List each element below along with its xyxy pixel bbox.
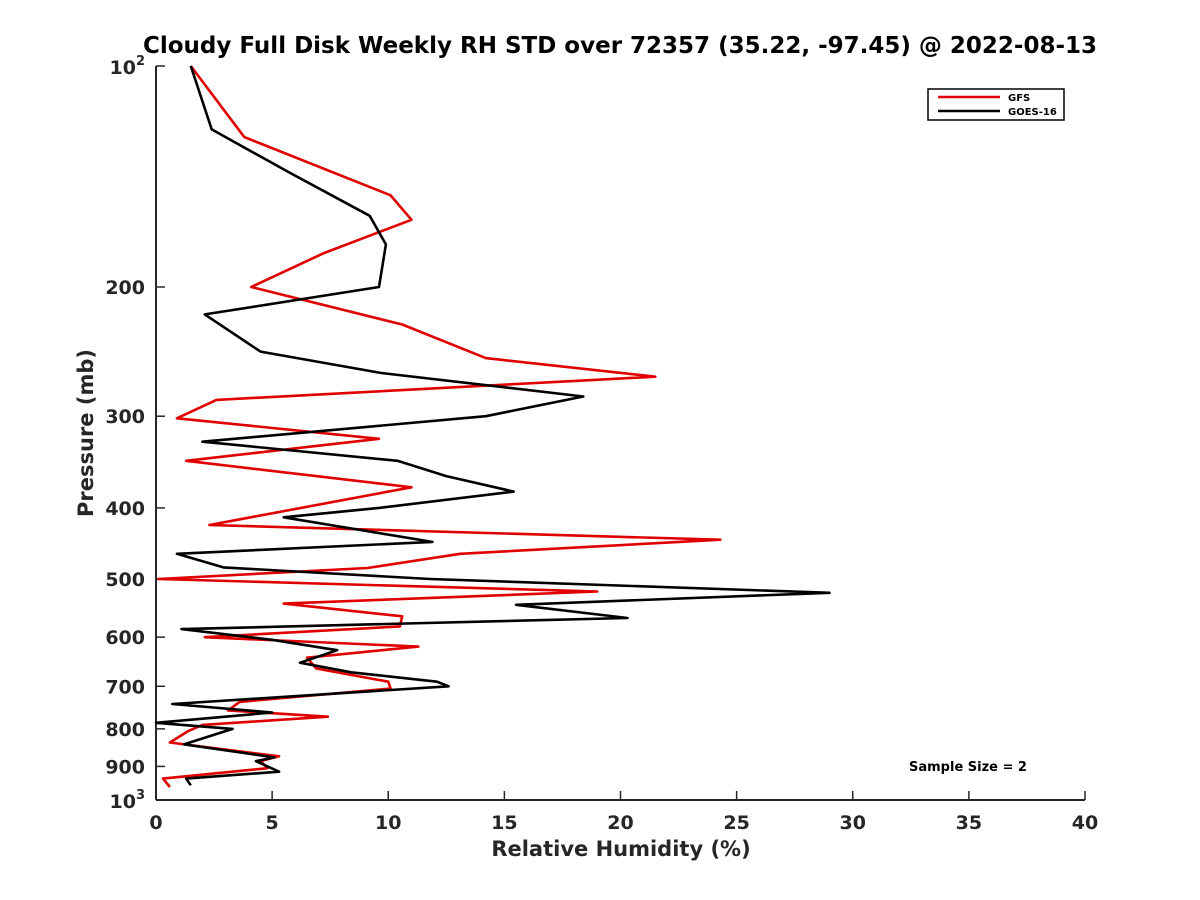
x-tick-label: 15 bbox=[491, 812, 517, 834]
series-line-gfs bbox=[157, 65, 722, 788]
y-tick-label: 600 bbox=[105, 627, 145, 649]
y-tick-label: 400 bbox=[105, 498, 145, 520]
y-tick-exponent: 3 bbox=[136, 788, 145, 803]
x-tick-label: 40 bbox=[1072, 812, 1098, 834]
x-axis-label: Relative Humidity (%) bbox=[491, 837, 750, 861]
x-tick-label: 5 bbox=[266, 812, 279, 834]
x-tick-label: 20 bbox=[607, 812, 633, 834]
legend-label: GFS bbox=[1008, 93, 1030, 104]
y-tick-label: 500 bbox=[105, 569, 145, 591]
y-tick-label: 700 bbox=[105, 676, 145, 698]
axes: 0 5 10 15 20 25 30 35 40102200300400500600700800… bbox=[105, 54, 1098, 834]
x-tick-label: 25 bbox=[723, 812, 749, 834]
y-tick-label: 900 bbox=[105, 756, 145, 778]
x-tick-label: 10 bbox=[375, 812, 401, 834]
chart-title: Cloudy Full Disk Weekly RH STD over 7235… bbox=[143, 33, 1097, 59]
y-tick-base: 10 bbox=[110, 791, 136, 813]
x-tick-label: 0 bbox=[149, 812, 162, 834]
sample-size-annotation: Sample Size = 2 bbox=[909, 760, 1027, 775]
y-tick-base: 10 bbox=[110, 57, 136, 79]
legend-label: GOES-16 bbox=[1008, 107, 1057, 118]
y-tick-label: 103 bbox=[110, 788, 146, 813]
legend-box bbox=[927, 88, 1065, 121]
series-line-goes-16 bbox=[154, 65, 831, 787]
y-tick-label: 300 bbox=[105, 406, 145, 428]
y-tick-label: 800 bbox=[105, 719, 145, 741]
legend: GFS GOES-16 bbox=[927, 88, 1065, 121]
y-tick-label: 102 bbox=[110, 54, 146, 79]
plot-lines bbox=[154, 65, 831, 788]
y-tick-label: 200 bbox=[105, 277, 145, 299]
x-tick-label: 30 bbox=[840, 812, 866, 834]
y-tick-exponent: 2 bbox=[136, 54, 145, 69]
x-tick-label: 35 bbox=[956, 812, 982, 834]
y-axis-label: Pressure (mb) bbox=[74, 349, 98, 517]
